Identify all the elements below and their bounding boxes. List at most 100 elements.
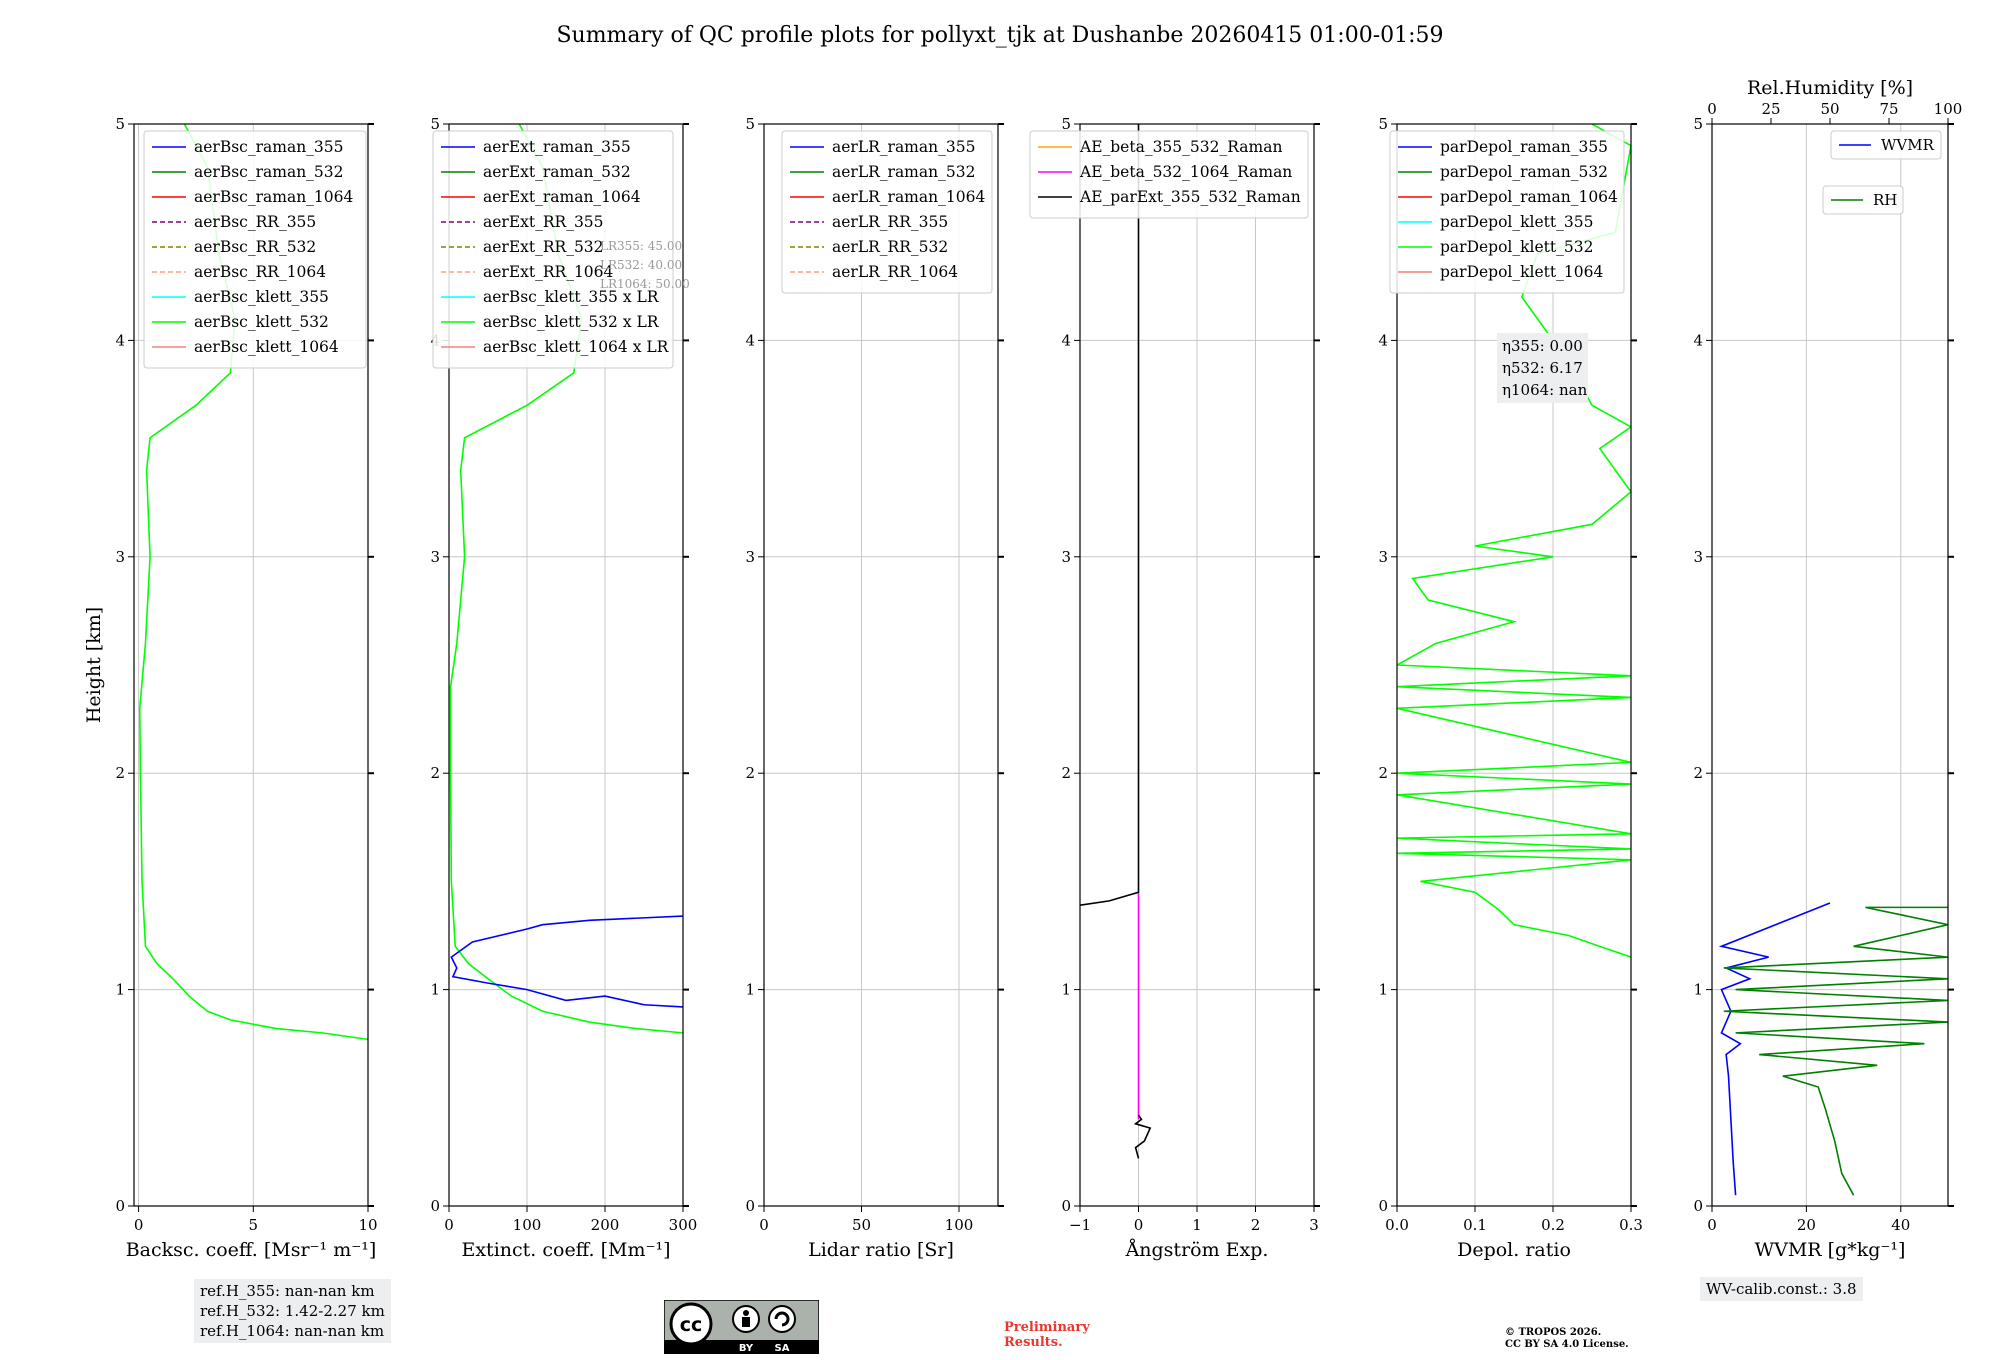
panel-backscatter: 0 5 10 0 1 2 3 4 5 Backsc. coeff. [Msr⁻¹ m⁻¹] Heig… bbox=[83, 115, 378, 1261]
top-tick-label: 100 bbox=[1934, 100, 1963, 118]
y-tick-label: 5 bbox=[430, 115, 440, 133]
y-tick-label: 3 bbox=[745, 548, 755, 566]
y-tick-label: 1 bbox=[745, 981, 755, 999]
top-tick-label: 75 bbox=[1879, 100, 1898, 118]
axes-frame bbox=[448, 123, 684, 1207]
legend-label: aerLR_RR_532 bbox=[832, 238, 948, 256]
axes-frame bbox=[763, 123, 999, 1207]
y-tick-label: 2 bbox=[115, 764, 125, 782]
legend-label: aerBsc_klett_532 x LR bbox=[483, 313, 660, 331]
legend-label: aerLR_RR_1064 bbox=[832, 263, 958, 281]
y-tick-label: 5 bbox=[115, 115, 125, 133]
legend-label: AE_beta_532_1064_Raman bbox=[1079, 163, 1292, 181]
x-axis-label: Backsc. coeff. [Msr⁻¹ m⁻¹] bbox=[126, 1239, 377, 1261]
legend-label: parDepol_raman_532 bbox=[1440, 163, 1608, 181]
x-tick-label: 0 bbox=[444, 1216, 454, 1234]
legend-label: AE_beta_355_532_Raman bbox=[1079, 138, 1282, 156]
x-tick-label: 3 bbox=[1309, 1216, 1319, 1234]
top-tick-label: 25 bbox=[1761, 100, 1780, 118]
legend-label: AE_parExt_355_532_Raman bbox=[1079, 188, 1301, 206]
y-tick-label: 2 bbox=[745, 764, 755, 782]
y-tick-label: 0 bbox=[1693, 1197, 1703, 1215]
series-line-WVMR bbox=[1718, 902, 1831, 1196]
preliminary-line-2: Results. bbox=[1004, 1335, 1063, 1350]
y-tick-label: 3 bbox=[115, 548, 125, 566]
legend-label: parDepol_raman_355 bbox=[1440, 138, 1608, 156]
y-tick-label: 1 bbox=[1693, 981, 1703, 999]
x-tick-label: 0.0 bbox=[1385, 1216, 1409, 1234]
y-tick-label: 1 bbox=[430, 981, 440, 999]
panel-extinction: 0100200300012345Extinct. coeff. [Mm⁻¹]ae… bbox=[430, 115, 697, 1261]
legend-label: aerBsc_klett_1064 x LR bbox=[483, 338, 670, 356]
legend-label: aerBsc_klett_355 x LR bbox=[483, 288, 660, 306]
y-axis-label: Height [km] bbox=[83, 607, 105, 723]
x-tick-label: 40 bbox=[1891, 1216, 1910, 1234]
x-tick-label: 1 bbox=[1192, 1216, 1202, 1234]
x-tick-label: 300 bbox=[669, 1216, 698, 1234]
legend-label: aerBsc_raman_532 bbox=[194, 163, 344, 181]
x-tick-label: 0 bbox=[1707, 1216, 1717, 1234]
series-line-RH bbox=[1723, 906, 1948, 1196]
x-tick-label: 0.2 bbox=[1541, 1216, 1565, 1234]
x-axis-label: Extinct. coeff. [Mm⁻¹] bbox=[461, 1239, 670, 1261]
legend-box bbox=[1029, 130, 1309, 219]
x-axis-label: Depol. ratio bbox=[1457, 1239, 1571, 1261]
wv-calibration-box: WV-calib.const.: 3.8 bbox=[1700, 1277, 1863, 1301]
y-tick-label: 1 bbox=[115, 981, 125, 999]
y-tick-label: 4 bbox=[1061, 331, 1071, 349]
legend-label: parDepol_raman_1064 bbox=[1440, 188, 1618, 206]
y-tick-label: 3 bbox=[430, 548, 440, 566]
copyright-line-1: © TROPOS 2026. bbox=[1505, 1327, 1602, 1338]
panel-wvmr: 0 20 40 0 1 2 3 4 5 WVMR [g*kg⁻¹] 0 25 50 75 100 Rel.Hu… bbox=[1693, 77, 1962, 1261]
y-tick-label: 3 bbox=[1061, 548, 1071, 566]
sa-share-icon bbox=[768, 1305, 796, 1333]
y-tick-label: 4 bbox=[115, 331, 125, 349]
legend-label: aerLR_raman_1064 bbox=[832, 188, 985, 206]
y-tick-label: 4 bbox=[745, 331, 755, 349]
x-tick-label: 0 bbox=[1134, 1216, 1144, 1234]
cc-icon-text: cc bbox=[680, 1314, 703, 1336]
x-tick-label: 10 bbox=[358, 1216, 377, 1234]
legend-label: parDepol_klett_1064 bbox=[1440, 263, 1603, 281]
top-tick-label: 0 bbox=[1707, 100, 1717, 118]
ref-height-532: ref.H_532: 1.42-2.27 km bbox=[200, 1302, 385, 1320]
x-axis-label: WVMR [g*kg⁻¹] bbox=[1755, 1239, 1906, 1261]
panel-lidar-ratio: 0 50 100 0 1 2 3 4 5 Lidar ratio [Sr] aerLR_raman_… bbox=[745, 115, 1004, 1261]
ref-height-355: ref.H_355: nan-nan km bbox=[200, 1282, 375, 1300]
legend-label: aerExt_raman_532 bbox=[483, 163, 631, 181]
x-tick-label: 100 bbox=[945, 1216, 974, 1234]
preliminary-note: Preliminary Results. bbox=[1004, 1320, 1090, 1350]
series-group bbox=[1080, 124, 1152, 1159]
x-tick-label: 200 bbox=[591, 1216, 620, 1234]
legend-label: aerBsc_raman_1064 bbox=[194, 188, 354, 206]
legend-label: parDepol_klett_355 bbox=[1440, 213, 1593, 231]
legend-label: aerBsc_klett_532 bbox=[194, 313, 329, 331]
x-tick-label: 2 bbox=[1251, 1216, 1261, 1234]
x-tick-label: 0.3 bbox=[1619, 1216, 1643, 1234]
figure-title: Summary of QC profile plots for pollyxt_… bbox=[556, 23, 1443, 48]
y-tick-label: 1 bbox=[1378, 981, 1388, 999]
top-tick-label: 50 bbox=[1820, 100, 1839, 118]
panel-depol: 0.0 0.1 0.2 0.3 0 1 2 3 4 5 Depol. ratio parDepol_r… bbox=[1378, 115, 1642, 1261]
x-tick-label: 0 bbox=[134, 1216, 144, 1234]
y-tick-label: 5 bbox=[1061, 115, 1071, 133]
y-tick-label: 2 bbox=[430, 764, 440, 782]
legend-label: aerBsc_RR_1064 bbox=[194, 263, 326, 281]
legend-label: aerBsc_klett_1064 bbox=[194, 338, 339, 356]
cc-by-label: BY bbox=[739, 1343, 754, 1354]
legend-box bbox=[1389, 130, 1625, 294]
legend-label: aerExt_RR_355 bbox=[483, 213, 604, 231]
legend-box bbox=[143, 130, 367, 369]
y-tick-label: 4 bbox=[1378, 331, 1388, 349]
x-tick-label: 20 bbox=[1797, 1216, 1816, 1234]
legend-label: aerBsc_raman_355 bbox=[194, 138, 344, 156]
legend-label: aerExt_raman_1064 bbox=[483, 188, 641, 206]
x-axis-label: Lidar ratio [Sr] bbox=[808, 1239, 954, 1261]
eta-note: η1064: nan bbox=[1502, 381, 1588, 399]
series-line-AE-parExt-355-532-Raman-upper- bbox=[1080, 124, 1140, 906]
legend-box bbox=[1830, 130, 1942, 160]
y-tick-label: 2 bbox=[1061, 764, 1071, 782]
y-tick-label: 5 bbox=[1378, 115, 1388, 133]
